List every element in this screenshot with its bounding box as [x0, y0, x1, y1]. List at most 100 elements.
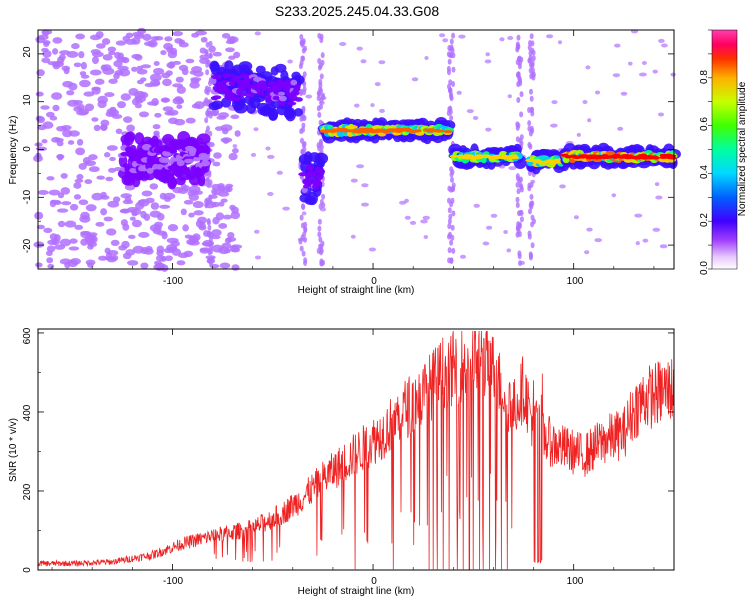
spectral-blob-489 — [172, 30, 184, 37]
spectral-blob-593 — [299, 214, 304, 221]
spectral-blob-724 — [449, 239, 454, 246]
spectral-blob-313 — [126, 124, 135, 132]
spectral-blob-429 — [107, 250, 119, 256]
spectral-blob-868 — [531, 71, 536, 78]
spec-xtick-m100: -100 — [163, 276, 183, 287]
spectral-blob-638 — [303, 260, 308, 266]
spectral-blob-2205 — [602, 156, 610, 159]
spectral-blob-732 — [451, 66, 456, 73]
spectral-blob-160 — [218, 201, 225, 207]
spectral-blob-572 — [205, 110, 210, 117]
spectral-blob-128 — [76, 138, 84, 146]
spectral-blob-992 — [458, 34, 466, 39]
spectral-blob-445 — [162, 78, 172, 87]
spectral-blob-288 — [125, 249, 136, 256]
spectral-blob-942 — [530, 179, 536, 184]
spectral-blob-301 — [101, 38, 111, 45]
spectral-blob-897 — [485, 52, 490, 57]
spectral-blob-1684 — [423, 129, 434, 132]
spectral-blob-244 — [208, 45, 216, 53]
spectral-blob-164 — [167, 50, 178, 59]
spectral-blob-506 — [166, 244, 178, 251]
spectral-blob-280 — [188, 193, 200, 201]
spectral-blob-980 — [617, 126, 624, 131]
spectral-blob-25 — [138, 111, 150, 118]
spectral-blob-300 — [68, 82, 78, 91]
spectral-blob-87 — [118, 68, 131, 77]
spectral-blob-951 — [282, 206, 290, 211]
spectral-blob-95 — [84, 160, 96, 167]
spectral-blob-214 — [80, 211, 90, 220]
spectral-blob-535 — [208, 112, 213, 119]
spectral-blob-393 — [173, 118, 186, 126]
spectral-blob-449 — [199, 248, 210, 254]
snr-xlabel: Height of straight line (km) — [298, 586, 415, 597]
spectral-blob-890 — [582, 100, 588, 104]
spectral-blob-755 — [450, 224, 455, 231]
spectral-blob-914 — [670, 72, 676, 77]
spectral-blob-78 — [96, 175, 105, 180]
spectral-blob-907 — [319, 96, 327, 101]
spectral-blob-277 — [131, 98, 139, 106]
spectral-blob-900 — [409, 220, 417, 225]
spectral-blob-92 — [78, 162, 87, 170]
spectral-blob-254 — [36, 224, 45, 230]
spectral-blob-2208 — [650, 156, 658, 160]
spectral-blob-634 — [300, 148, 305, 155]
spectral-blob-718 — [448, 213, 453, 220]
spectral-blob-943 — [356, 46, 363, 51]
spectral-blob-498 — [100, 191, 107, 199]
spectral-blob-426 — [154, 112, 162, 118]
spectral-blob-664 — [320, 59, 325, 66]
spectral-blob-342 — [220, 137, 233, 143]
spectral-blob-993 — [654, 182, 660, 187]
spectral-blob-28 — [105, 176, 114, 182]
spectral-blob-392 — [200, 36, 208, 43]
spectral-blob-577 — [204, 202, 209, 209]
spectral-blob-368 — [161, 72, 171, 79]
spectral-blob-694 — [318, 78, 323, 85]
spectral-blob-948 — [379, 108, 385, 113]
spectral-blob-619 — [301, 47, 306, 54]
spectral-blob-565 — [204, 88, 209, 95]
spectral-blob-290 — [174, 96, 183, 103]
spectral-blob-2214 — [621, 154, 632, 158]
spectral-blob-741 — [446, 110, 451, 117]
spectral-blob-922 — [356, 164, 365, 169]
spectral-blob-695 — [319, 140, 323, 147]
spectral-blob-469 — [193, 210, 204, 216]
spectral-blob-995 — [490, 213, 498, 218]
spectral-blob-842 — [531, 55, 536, 62]
spectral-blob-1375 — [315, 169, 326, 174]
spectral-blob-615 — [301, 38, 306, 45]
spectral-blob-240 — [156, 249, 164, 257]
spectral-blob-230 — [46, 250, 53, 257]
spectral-blob-443 — [227, 232, 235, 239]
spectral-blob-816 — [518, 59, 522, 66]
spectral-blob-971 — [319, 207, 327, 212]
spectral-blob-143 — [176, 260, 186, 266]
spectral-blob-1531 — [348, 125, 358, 130]
spectral-blob-211 — [61, 125, 72, 131]
spectral-blob-428 — [48, 189, 61, 196]
spectral-blob-124 — [230, 114, 240, 120]
spectral-blob-459 — [102, 54, 113, 61]
spectral-blob-295 — [172, 186, 183, 194]
spectral-blob-800 — [519, 183, 524, 190]
spectral-blob-906 — [642, 238, 649, 243]
spectral-blob-488 — [191, 65, 203, 73]
spectral-blob-113 — [78, 199, 89, 206]
spectral-blob-335 — [106, 228, 117, 236]
spectral-blob-316 — [67, 99, 79, 107]
spectral-blob-235 — [218, 222, 228, 229]
spectral-blob-155 — [41, 138, 48, 144]
spectral-blob-1329 — [284, 83, 293, 90]
spectral-blob-936 — [253, 127, 259, 132]
spectral-blob-14 — [140, 64, 152, 69]
spectral-blob-452 — [47, 263, 55, 269]
spectral-blob-819 — [516, 71, 521, 78]
spectral-blob-379 — [100, 64, 108, 72]
spectral-blob-926 — [545, 34, 554, 39]
spectral-blob-448 — [111, 254, 119, 261]
